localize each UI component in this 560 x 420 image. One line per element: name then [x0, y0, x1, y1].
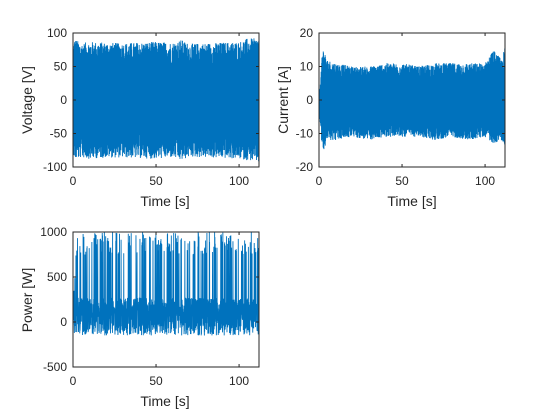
- voltage-ylabel: Voltage [V]: [19, 66, 35, 134]
- power-series-0-line: [73, 232, 259, 336]
- current-ytick-label: -10: [296, 127, 314, 141]
- current-ytick-label: 10: [300, 60, 314, 74]
- power-ytick-label: 0: [60, 315, 67, 329]
- voltage-ytick-label: 50: [54, 60, 68, 74]
- power-xtick-label: 0: [70, 374, 77, 388]
- voltage-ytick-label: 0: [60, 93, 67, 107]
- power-xtick-label: 50: [149, 374, 163, 388]
- voltage-ytick-label: -50: [50, 127, 68, 141]
- current-ytick-label: 20: [300, 26, 314, 40]
- power-ytick-label: 1000: [40, 225, 67, 239]
- power-xlabel: Time [s]: [140, 393, 189, 409]
- voltage-xtick-label: 100: [229, 174, 249, 188]
- current-ytick-label: 0: [306, 93, 313, 107]
- current-subplot: 0 50 100 -20 -10 0 10 20 Time [s] Current [A]: [275, 26, 506, 209]
- power-trace: [73, 232, 259, 336]
- voltage-ytick-label: 100: [47, 26, 67, 40]
- current-ytick-label: -20: [296, 160, 314, 174]
- current-xlabel: Time [s]: [387, 193, 436, 209]
- current-ticks: 0 50 100 -20 -10 0 10 20: [296, 26, 505, 188]
- current-trace: [319, 48, 505, 150]
- power-ytick-label: -500: [43, 360, 67, 374]
- power-xtick-label: 100: [229, 374, 249, 388]
- voltage-axes-box: [72, 32, 260, 168]
- current-series-0-line: [319, 48, 505, 150]
- power-ylabel: Power [W]: [19, 268, 35, 333]
- current-axes-box: [318, 32, 506, 168]
- current-xtick-label: 0: [316, 174, 323, 188]
- power-axes-box: [72, 231, 260, 368]
- voltage-ticks: 0 50 100 -100 -50 0 50 100: [43, 26, 259, 188]
- current-xtick-label: 50: [395, 174, 409, 188]
- voltage-series-0-line: [73, 38, 259, 162]
- voltage-ytick-label: -100: [43, 160, 67, 174]
- current-ylabel: Current [A]: [275, 66, 291, 134]
- power-ytick-label: 500: [47, 270, 67, 284]
- voltage-trace: [73, 38, 259, 162]
- voltage-subplot: 0 50 100 -100 -50 0 50 100 Time [s] Voltage [V]: [19, 26, 260, 209]
- voltage-xtick-label: 0: [70, 174, 77, 188]
- voltage-xlabel: Time [s]: [140, 193, 189, 209]
- current-xtick-label: 100: [475, 174, 495, 188]
- voltage-xtick-label: 50: [149, 174, 163, 188]
